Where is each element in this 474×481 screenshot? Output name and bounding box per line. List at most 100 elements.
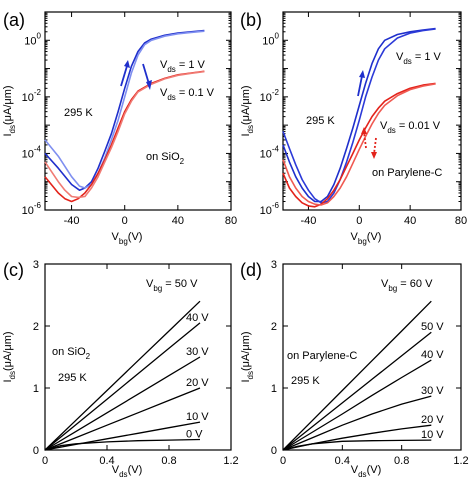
x-tick-label: 0 xyxy=(42,455,48,467)
annotation: Vds = 0.01 V xyxy=(380,120,441,135)
panel-d: 0 0.4 0.8 1.2 0 1 2 3 (d) Vds(V) Ids(μA/μm) Vbg = 6… xyxy=(240,259,469,479)
annotation: 295 K xyxy=(64,107,93,119)
y-tick-label: 2 xyxy=(271,321,277,333)
x-tick-label: 0.8 xyxy=(161,455,176,467)
series-line xyxy=(282,82,436,208)
y-tick-label: 3 xyxy=(271,259,277,271)
x-tick-label: 40 xyxy=(404,215,416,227)
x-tick-label: 0 xyxy=(356,215,362,227)
y-tick-label: 1 xyxy=(271,383,277,395)
series-line xyxy=(282,359,432,451)
panel-a: -40 0 40 80 10-6 10-4 10-2 100(a) Vbg(V) Ids(μA/μ… xyxy=(2,10,237,246)
plot-frame xyxy=(282,263,462,451)
sweep-up-arrow xyxy=(120,65,128,87)
annotation: on SiO2 xyxy=(146,151,185,166)
series-line xyxy=(282,395,432,451)
annotation: on Parylene-C xyxy=(372,167,442,179)
x-tick-label: 0.4 xyxy=(335,455,350,467)
y-tick-label: 3 xyxy=(33,259,39,271)
y-tick-label: 10-6 xyxy=(22,201,42,217)
y-tick-label: 0 xyxy=(33,445,39,457)
panel-b: -40 0 40 80 10-6 10-4 10-2 100(b) Vbg(V) Ids(μA/μ… xyxy=(240,10,467,246)
annotation: 295 K xyxy=(58,372,87,384)
x-tick-label: 80 xyxy=(225,215,237,227)
x-tick-label: -40 xyxy=(300,215,316,227)
x-axis-label: Vbg(V) xyxy=(112,231,143,246)
y-tick-label: 2 xyxy=(33,321,39,333)
x-tick-label: 40 xyxy=(172,215,184,227)
plot-frame xyxy=(44,11,232,211)
series-line xyxy=(44,70,205,199)
series-label: 10 V xyxy=(186,411,209,423)
sweep-up-arrow-red-head xyxy=(361,127,367,134)
panel-label: (d) xyxy=(240,260,262,280)
series-line xyxy=(44,356,201,451)
sweep-up-arrow-head xyxy=(124,60,130,68)
sweep-down-arrow-red-head xyxy=(371,152,377,159)
series-line xyxy=(44,322,201,451)
annotation: 295 K xyxy=(291,375,320,387)
x-tick-label: 0 xyxy=(280,455,286,467)
plot-frame xyxy=(282,11,462,211)
sweep-down-arrow-head xyxy=(146,80,152,90)
series-line xyxy=(282,424,432,451)
series-line xyxy=(282,83,436,206)
series-line xyxy=(282,300,432,451)
series-label: Vbg = 50 V xyxy=(146,278,198,293)
series-label: 10 V xyxy=(421,429,444,441)
y-tick-label: 10-2 xyxy=(22,88,42,104)
sweep-down-arrow-red xyxy=(373,137,377,155)
series-line xyxy=(44,300,201,451)
series-label: 50 V xyxy=(421,321,444,333)
series-line xyxy=(282,27,436,203)
annotation: on Parylene-C xyxy=(287,350,357,362)
y-tick-label: 10-4 xyxy=(260,144,280,160)
annotation: Vds = 1 V xyxy=(396,51,442,66)
x-axis-label: Vds(V) xyxy=(112,464,142,479)
y-tick-label: 100 xyxy=(262,31,279,47)
series-label: 30 V xyxy=(186,346,209,358)
x-tick-label: 80 xyxy=(455,215,467,227)
x-axis-label: Vds(V) xyxy=(351,464,381,479)
annotation: 295 K xyxy=(306,115,335,127)
sweep-up-arrow xyxy=(357,75,363,97)
series-line xyxy=(282,331,432,451)
y-tick-label: 10-4 xyxy=(22,144,42,160)
x-tick-label: -40 xyxy=(64,215,80,227)
series-line xyxy=(44,438,201,451)
x-axis-label: Vbg(V) xyxy=(351,231,382,246)
y-axis-label: Ids(μA/μm) xyxy=(2,85,17,136)
annotation: on SiO2 xyxy=(52,346,91,361)
series-label: 20 V xyxy=(186,377,209,389)
panel-c: 0 0.4 0.8 1.2 0 1 2 3 (c) Vds(V) Ids(μA/μm) Vbg = 5… xyxy=(2,259,239,479)
series-line xyxy=(282,28,436,204)
x-tick-label: 1.2 xyxy=(223,455,238,467)
series-line xyxy=(282,439,432,451)
y-axis-label: Ids(μA/μm) xyxy=(240,331,255,382)
y-tick-label: 0 xyxy=(271,445,277,457)
sweep-down-arrow xyxy=(142,63,150,85)
x-tick-label: 0.4 xyxy=(99,455,114,467)
annotation: Vds = 1 V xyxy=(160,59,206,74)
panel-label: (c) xyxy=(3,260,24,280)
sweep-up-arrow-red xyxy=(363,131,367,149)
x-tick-label: 1.2 xyxy=(453,455,468,467)
y-axis-label: Ids(μA/μm) xyxy=(2,331,17,382)
annotation: Vds = 0.1 V xyxy=(160,87,215,102)
y-tick-label: 10-2 xyxy=(260,88,280,104)
panel-label: (b) xyxy=(240,10,262,30)
series-line xyxy=(44,29,205,191)
series-label: 0 V xyxy=(186,428,203,440)
series-label: 20 V xyxy=(421,414,444,426)
y-tick-label: 1 xyxy=(33,383,39,395)
x-tick-label: 0.8 xyxy=(394,455,409,467)
series-label: Vbg = 60 V xyxy=(381,278,433,293)
series-line xyxy=(44,421,201,451)
y-tick-label: 10-6 xyxy=(260,201,280,217)
y-tick-label: 100 xyxy=(24,31,41,47)
series-line xyxy=(44,387,201,451)
series-label: 40 V xyxy=(186,312,209,324)
series-line xyxy=(44,30,205,189)
panel-label: (a) xyxy=(3,10,25,30)
